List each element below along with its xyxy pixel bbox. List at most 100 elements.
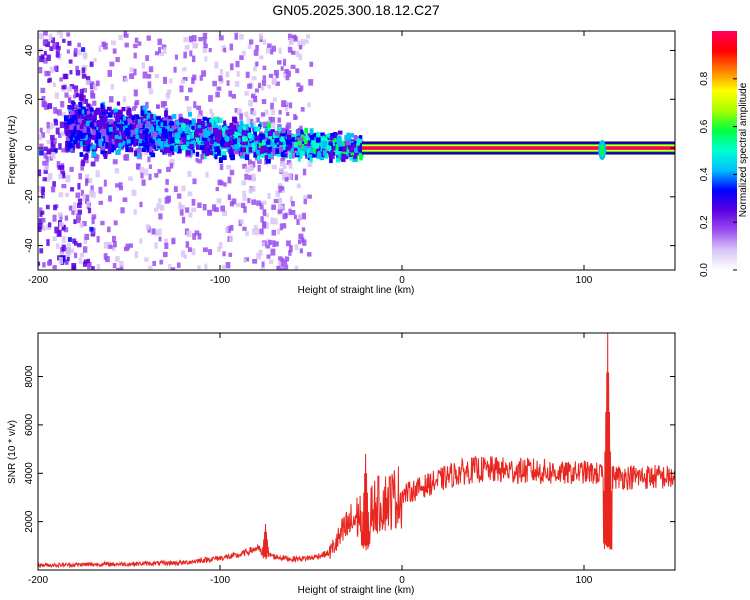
noise-speck xyxy=(244,257,250,262)
signal-speck xyxy=(230,154,235,161)
signal-speck xyxy=(84,108,89,115)
snr-xtick-label: -100 xyxy=(210,575,230,586)
noise-speck xyxy=(191,248,196,256)
signal-speck xyxy=(253,131,258,137)
colorbar: 0.0 0.2 0.4 0.6 0.8 Normalized spectral ampl… xyxy=(699,31,749,277)
noise-speck xyxy=(43,50,47,56)
signal-speck xyxy=(102,116,108,123)
signal-speck xyxy=(349,133,354,138)
noise-speck xyxy=(214,207,219,213)
signal-speck xyxy=(137,119,141,126)
noise-speck xyxy=(303,198,307,205)
noise-speck xyxy=(253,66,257,72)
noise-speck xyxy=(46,239,50,246)
signal-speck xyxy=(344,134,349,141)
spectrogram-xlabel: Height of straight line (km) xyxy=(298,285,415,296)
noise-speck xyxy=(194,230,200,236)
noise-speck xyxy=(112,263,117,269)
noise-speck xyxy=(80,164,84,171)
noise-speck xyxy=(41,101,47,107)
noise-speck xyxy=(182,67,187,72)
noise-speck xyxy=(288,47,293,53)
noise-speck xyxy=(268,116,273,124)
noise-speck xyxy=(43,31,48,36)
signal-speck xyxy=(220,140,225,146)
noise-speck xyxy=(73,94,77,99)
noise-speck xyxy=(222,210,228,217)
signal-speck xyxy=(338,146,343,152)
signal-speck xyxy=(241,130,245,135)
noise-speck xyxy=(61,183,67,189)
noise-speck xyxy=(236,108,242,114)
signal-speck xyxy=(212,141,217,147)
noise-speck xyxy=(164,242,169,249)
signal-speck xyxy=(151,131,155,136)
noise-speck xyxy=(270,217,274,225)
noise-speck xyxy=(87,207,92,214)
signal-speck xyxy=(200,121,205,126)
noise-speck xyxy=(91,266,95,270)
noise-speck xyxy=(54,226,60,234)
colorbar-tick-label: 0.2 xyxy=(699,215,710,229)
signal-speck xyxy=(206,130,211,135)
noise-speck xyxy=(298,233,304,240)
noise-speck xyxy=(163,47,167,55)
noise-speck xyxy=(279,260,284,268)
noise-speck xyxy=(173,66,177,73)
noise-speck xyxy=(111,40,116,46)
noise-speck xyxy=(50,146,56,153)
noise-speck xyxy=(191,35,197,42)
noise-speck xyxy=(159,259,164,265)
noise-speck xyxy=(192,42,197,49)
signal-speck xyxy=(163,143,169,149)
noise-speck xyxy=(82,52,88,58)
noise-speck xyxy=(67,40,72,46)
signal-speck xyxy=(303,138,308,145)
noise-speck xyxy=(101,41,106,48)
signal-speck xyxy=(218,117,223,124)
signal-speck xyxy=(149,126,155,132)
noise-speck xyxy=(110,84,114,90)
signal-speck xyxy=(288,143,293,149)
noise-speck xyxy=(197,159,203,164)
noise-speck xyxy=(62,224,66,231)
noise-speck xyxy=(248,99,253,107)
signal-speck xyxy=(303,146,308,152)
signal-speck xyxy=(323,141,328,147)
signal-speck xyxy=(239,120,244,126)
noise-speck xyxy=(79,222,84,228)
noise-speck xyxy=(306,252,312,257)
noise-speck xyxy=(53,65,58,71)
noise-speck xyxy=(286,70,291,77)
signal-speck xyxy=(118,109,123,114)
signal-speck xyxy=(64,124,68,130)
noise-speck xyxy=(96,235,100,243)
signal-speck xyxy=(321,147,326,152)
signal-speck xyxy=(301,134,305,141)
noise-speck xyxy=(154,73,159,79)
signal-speck xyxy=(86,130,91,136)
noise-speck xyxy=(47,103,53,109)
signal-speck xyxy=(153,114,157,119)
noise-speck xyxy=(241,202,246,209)
signal-speck xyxy=(77,133,82,138)
signal-speck xyxy=(158,127,162,134)
noise-speck xyxy=(147,81,152,89)
noise-speck xyxy=(254,88,259,93)
signal-speck xyxy=(277,130,281,136)
noise-speck xyxy=(275,81,280,86)
signal-speck xyxy=(89,122,94,127)
signal-speck xyxy=(286,146,291,151)
noise-speck xyxy=(46,121,50,129)
signal-speck xyxy=(258,133,263,140)
signal-speck xyxy=(188,120,193,127)
noise-speck xyxy=(39,143,44,151)
noise-speck xyxy=(285,75,290,81)
noise-speck xyxy=(160,101,166,108)
noise-speck xyxy=(93,83,98,91)
signal-speck xyxy=(309,156,313,163)
signal-speck xyxy=(163,120,168,127)
signal-speck xyxy=(253,145,259,151)
noise-speck xyxy=(197,114,202,119)
noise-speck xyxy=(55,50,60,58)
